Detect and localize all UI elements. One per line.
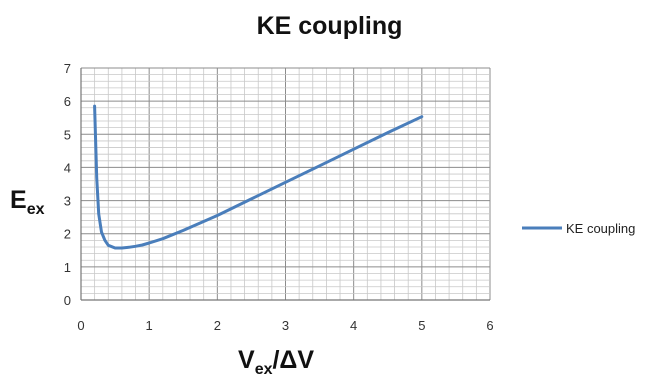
chart-title: KE coupling	[256, 12, 403, 40]
y-axis-label: Eex	[10, 186, 45, 218]
legend-label: KE coupling	[566, 221, 635, 236]
y-tick-label: 0	[64, 293, 71, 308]
grid	[80, 67, 491, 301]
x-tick-label: 0	[77, 318, 84, 333]
x-tick-label: 4	[350, 318, 357, 333]
x-tick-label: 2	[214, 318, 221, 333]
y-tick-label: 3	[64, 194, 71, 209]
y-tick-label: 4	[64, 160, 71, 175]
y-tick-label: 2	[64, 227, 71, 242]
series-line	[93, 104, 424, 250]
legend: KE coupling	[522, 221, 635, 236]
x-tick-label: 1	[146, 318, 153, 333]
series-lines	[93, 104, 424, 250]
axes	[80, 68, 490, 301]
x-tick-label: 5	[418, 318, 425, 333]
y-tick-label: 7	[64, 61, 71, 76]
x-tick-label: 3	[282, 318, 289, 333]
y-tick-label: 5	[64, 127, 71, 142]
tick-labels: 0 1 2 3 4 5 6 0 1 2 3 4 5 6 7	[64, 61, 494, 333]
y-tick-label: 6	[64, 94, 71, 109]
x-tick-label: 6	[486, 318, 493, 333]
y-tick-label: 1	[64, 260, 71, 275]
x-axis-label: Vex/ΔV	[238, 346, 315, 378]
